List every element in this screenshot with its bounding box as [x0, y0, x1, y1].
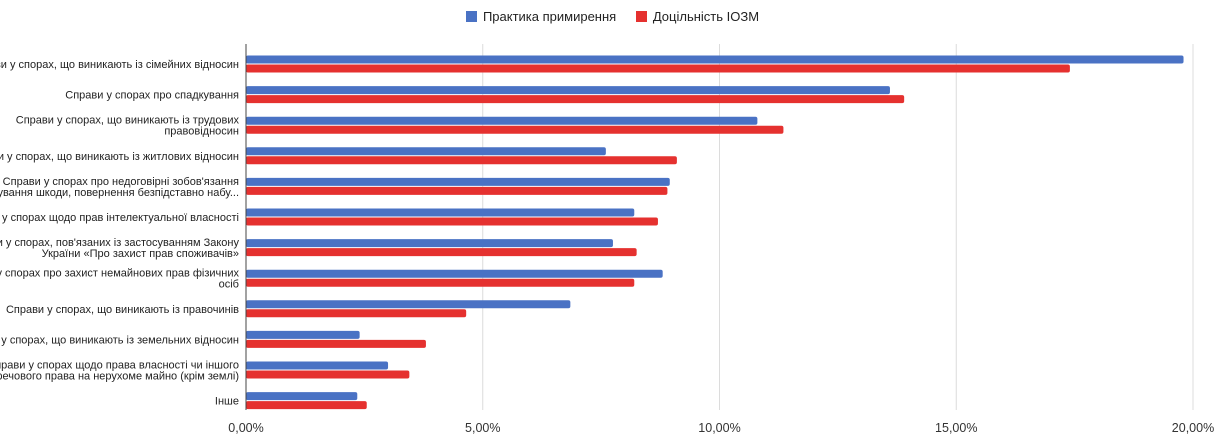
category-label: Справи у спорах про недоговірні зобов'яз…: [0, 176, 239, 199]
bar-iozm[interactable]: [246, 156, 677, 165]
bar-practice[interactable]: [246, 55, 1184, 64]
bar-practice[interactable]: [246, 177, 670, 186]
category-label: Справи у спорах, що виникають із сімейни…: [0, 59, 239, 71]
bar-iozm[interactable]: [246, 401, 367, 410]
legend-swatch-series-2: [635, 11, 647, 23]
chart-legend: Практика примирення Доцільність ІОЗМ: [0, 8, 1225, 24]
bar-practice[interactable]: [246, 392, 358, 401]
category-label: Справи у спорах, що виникають із земельн…: [0, 334, 239, 346]
category-label: Справи у спорах, що виникають із трудови…: [16, 115, 240, 138]
x-tick-labels: 0,00% 5,00% 10,00% 15,00% 20,00%: [228, 421, 1214, 435]
legend-label-series-1: Практика примирення: [482, 9, 617, 25]
category-label: Справи у спорах, що виникають із житлови…: [0, 151, 239, 163]
bar-practice[interactable]: [246, 300, 571, 309]
x-tick-label: 15,00%: [935, 421, 977, 435]
legend-item-series-2[interactable]: Доцільність ІОЗМ: [635, 9, 760, 25]
bar-iozm[interactable]: [246, 339, 426, 348]
gridlines: [482, 44, 1194, 410]
bar-practice[interactable]: [246, 86, 890, 95]
bar-practice[interactable]: [246, 208, 635, 217]
bar-iozm[interactable]: [246, 125, 784, 134]
bar-practice[interactable]: [246, 116, 758, 125]
x-tick-label: 5,00%: [465, 421, 500, 435]
category-label: Справи у спорах щодо права власності чи …: [0, 360, 239, 383]
category-label: Справи у спорах про захист немайнових пр…: [0, 268, 239, 291]
bar-iozm[interactable]: [246, 248, 637, 257]
bar-iozm[interactable]: [246, 370, 410, 379]
bar-practice[interactable]: [246, 361, 389, 370]
bar-practice[interactable]: [246, 269, 663, 278]
x-tick-label: 20,00%: [1172, 421, 1214, 435]
bar-iozm[interactable]: [246, 95, 905, 104]
x-tick-label: 10,00%: [698, 421, 740, 435]
legend-item-series-1[interactable]: Практика примирення: [465, 9, 617, 25]
category-label: Справи у спорах про спадкування: [65, 90, 239, 102]
bar-iozm[interactable]: [246, 278, 635, 287]
bars: [246, 55, 1184, 410]
bar-practice[interactable]: [246, 330, 360, 339]
category-labels: Справи у спорах, що виникають із сімейни…: [0, 59, 239, 408]
legend-swatch-series-1: [465, 11, 477, 23]
bar-practice[interactable]: [246, 147, 606, 156]
bar-practice[interactable]: [246, 239, 613, 248]
bar-iozm[interactable]: [246, 64, 1070, 73]
category-label: Справи у спорах щодо прав інтелектуально…: [0, 212, 239, 224]
bar-iozm[interactable]: [246, 217, 658, 226]
category-label: Інше: [215, 396, 239, 408]
category-label: Справи у спорах, що виникають із правочи…: [6, 304, 239, 316]
category-label: Справи у спорах, пов'язаних із застосува…: [0, 237, 239, 260]
bar-iozm[interactable]: [246, 309, 467, 318]
legend-label-series-2: Доцільність ІОЗМ: [652, 9, 760, 25]
bar-iozm[interactable]: [246, 186, 668, 195]
x-tick-label: 0,00%: [228, 421, 263, 435]
